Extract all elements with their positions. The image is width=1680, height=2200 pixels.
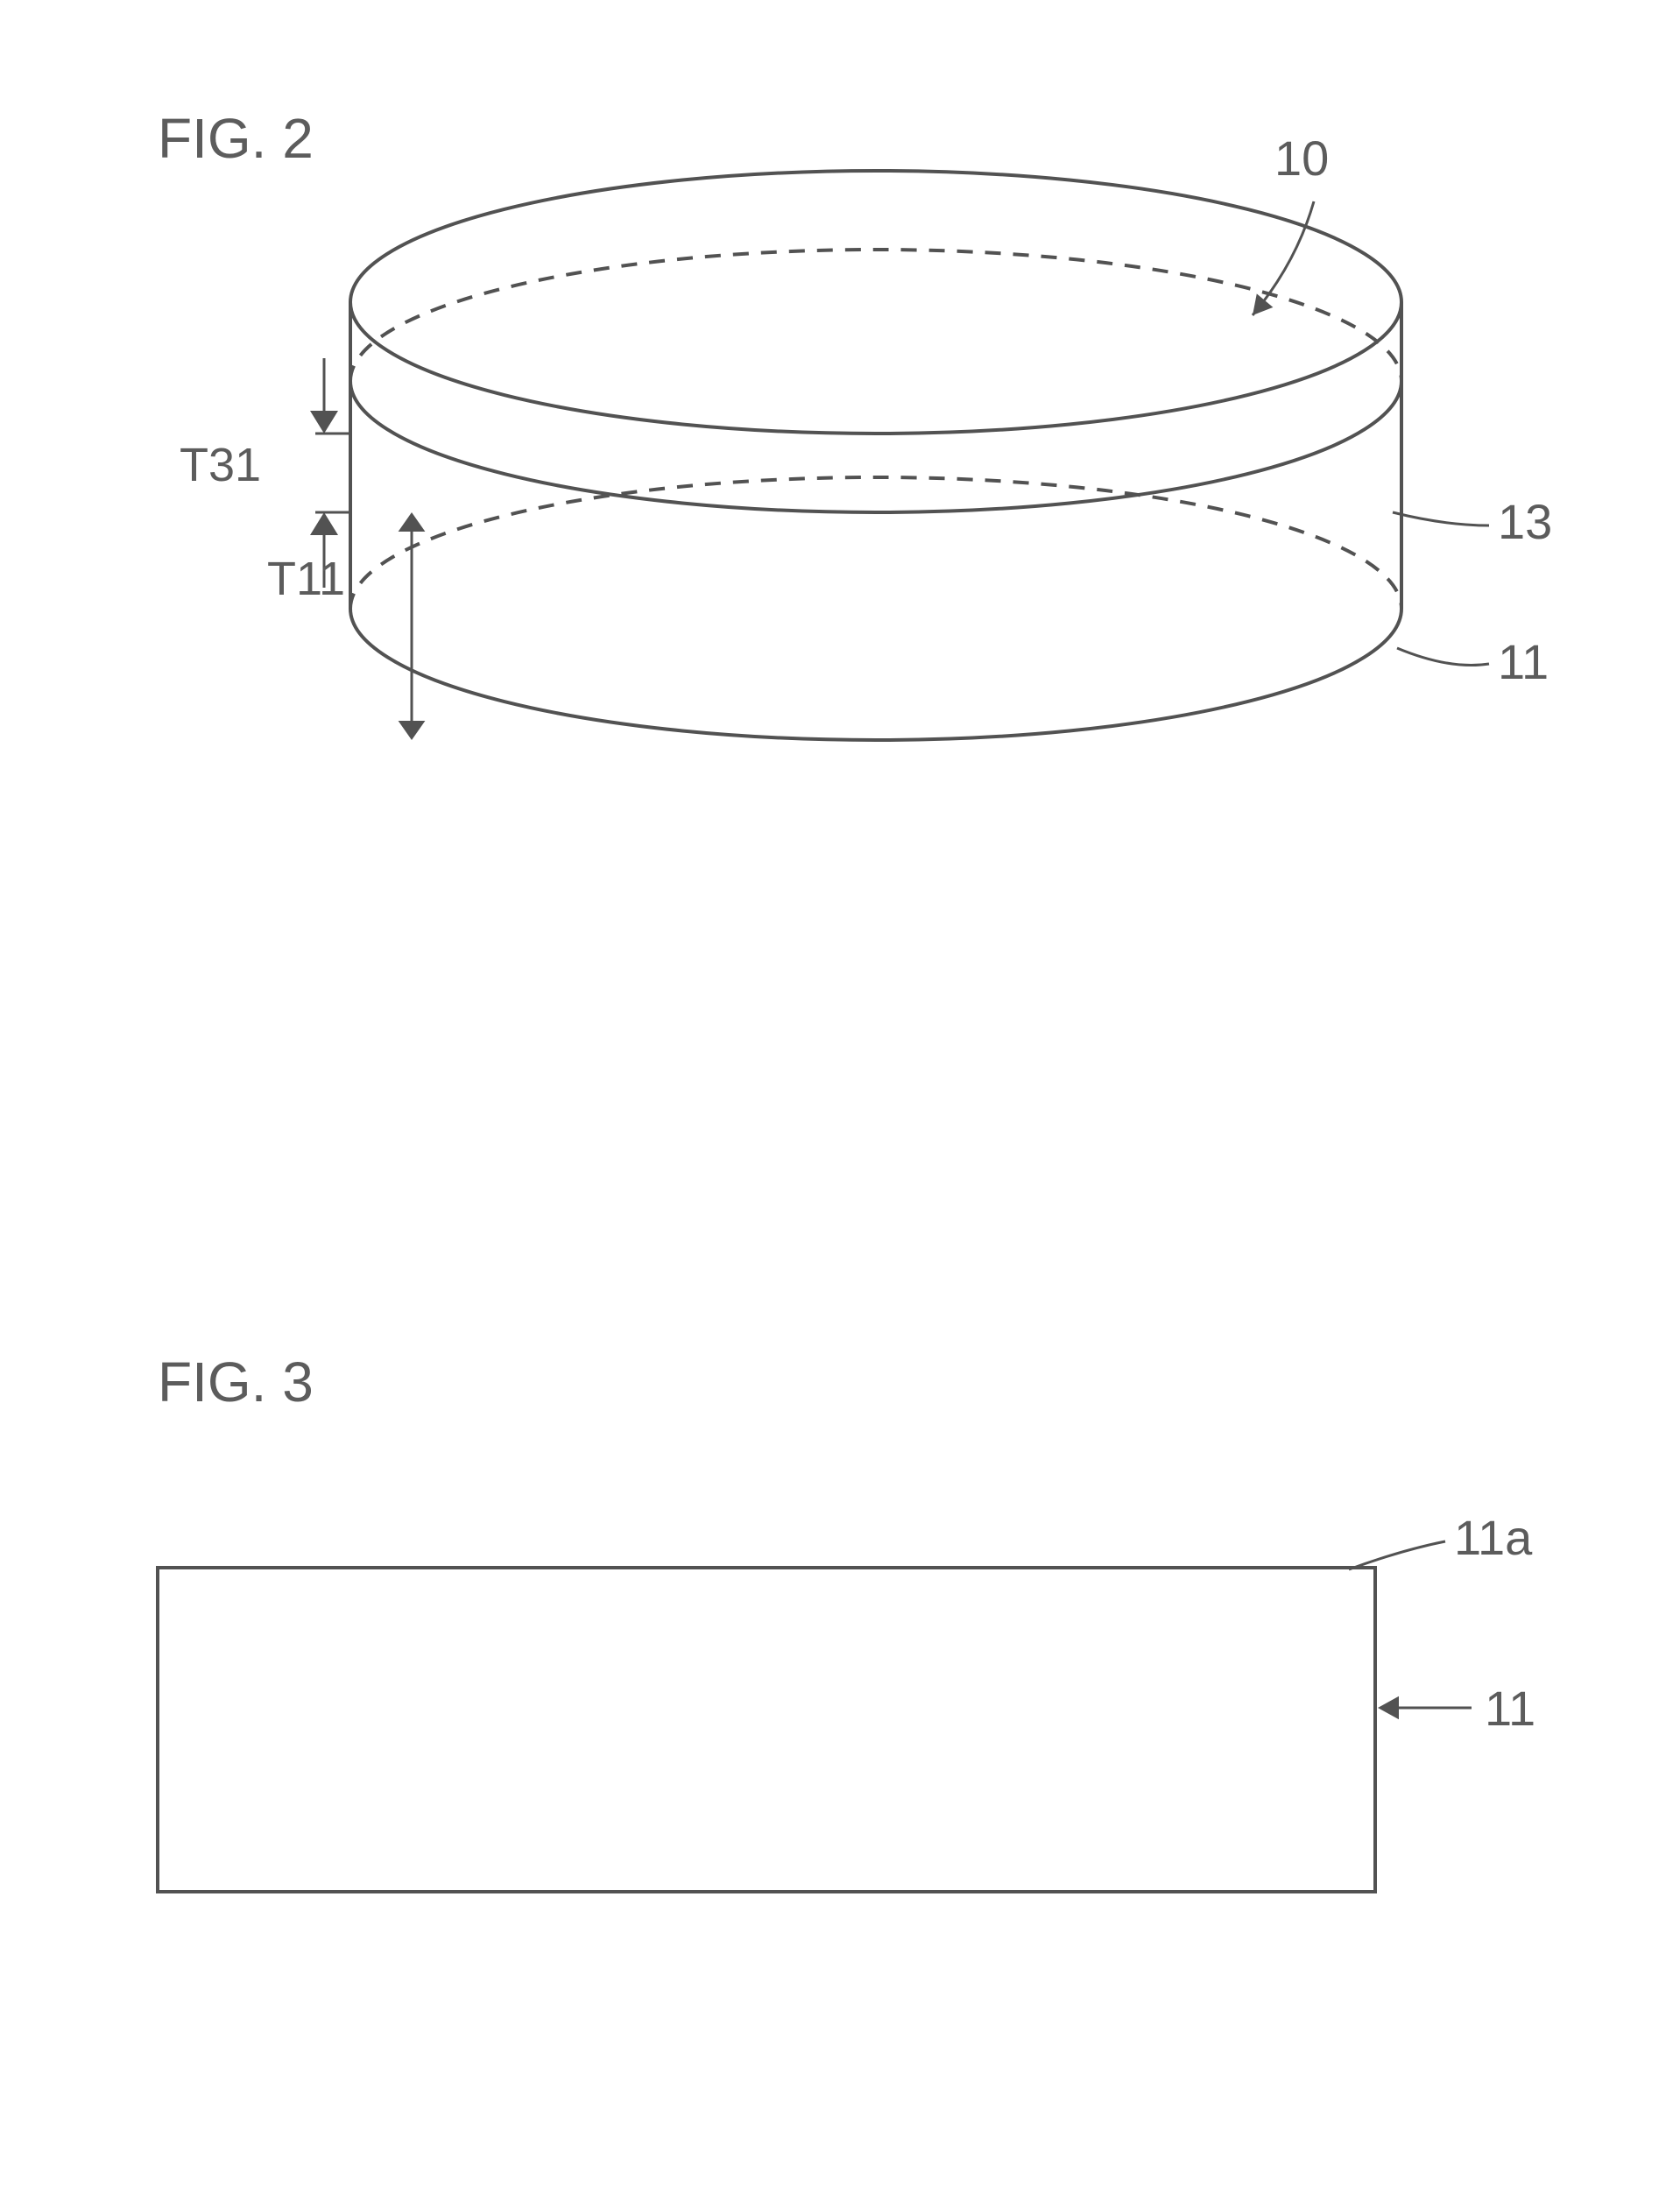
fig3-rect (158, 1568, 1375, 1892)
callout-11-leader (1397, 648, 1489, 666)
fig2-title: FIG. 2 (158, 107, 314, 170)
callout-11-label-fig3: 11 (1485, 1681, 1535, 1736)
t11-head-top (399, 512, 426, 532)
callout-11a-leader (1349, 1541, 1445, 1569)
t31-upper-head (310, 411, 338, 434)
callout-11a-label: 11a (1454, 1510, 1533, 1565)
fig3-title: FIG. 3 (158, 1350, 314, 1414)
cylinder-bottom-back-arc (350, 477, 1401, 609)
t11-label: T11 (267, 553, 345, 605)
t31-lower-head (310, 512, 338, 535)
callout-11-label: 11 (1498, 634, 1549, 689)
callout-11-arrow (1378, 1696, 1399, 1719)
t11-head-bot (399, 721, 426, 740)
cylinder-mid-back-arc (350, 250, 1401, 381)
callout-13-label: 13 (1498, 494, 1552, 549)
cylinder-bottom-front-arc (350, 609, 1401, 740)
t31-label: T31 (180, 439, 261, 491)
cylinder-top-ellipse (350, 171, 1401, 434)
fig-2: FIG. 2 T31 T11 10 13 11 (158, 107, 1552, 740)
fig-3: FIG. 3 11a 11 (158, 1350, 1535, 1892)
cylinder-mid-front-arc (350, 381, 1401, 512)
callout-10-arrow (1253, 293, 1273, 315)
callout-13-leader (1393, 512, 1489, 525)
callout-10-label: 10 (1274, 130, 1329, 186)
